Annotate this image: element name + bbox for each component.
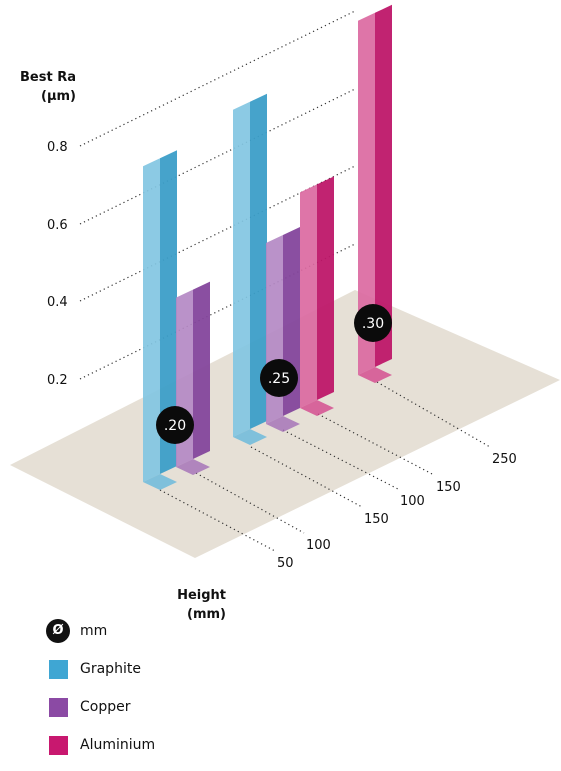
legend-swatch-aluminium <box>49 736 68 755</box>
diameter-badge: .20 <box>156 406 194 444</box>
bar-front-face <box>300 184 317 408</box>
bar-front-face <box>358 12 375 376</box>
x-axis-title-line1: Height <box>177 588 226 603</box>
y-tick-label: 0.8 <box>47 140 68 155</box>
bar-aluminium <box>300 176 334 416</box>
diameter-label: .25 <box>268 371 290 387</box>
x-axis-title: Height (mm) <box>160 586 226 624</box>
bar-aluminium <box>358 4 392 383</box>
bar-front-face <box>143 158 160 483</box>
diameter-label: .30 <box>362 316 384 332</box>
bar-graphite <box>143 150 177 490</box>
x-guide <box>195 472 305 534</box>
diameter-label: .20 <box>164 418 186 434</box>
bar-base <box>176 459 210 475</box>
legend-swatch-copper <box>49 698 68 717</box>
x-tick-label: 250 <box>492 452 517 467</box>
bar-copper <box>176 281 210 475</box>
bar-base <box>143 474 177 490</box>
diameter-icon: Ø <box>46 619 70 643</box>
legend-label-aluminium: Aluminium <box>80 737 156 753</box>
x-tick-label: 100 <box>400 494 425 509</box>
legend-swatch-graphite <box>49 660 68 679</box>
x-tick-label: 150 <box>436 480 461 495</box>
bar-base <box>358 367 392 383</box>
y-axis-title-line1: Best Ra <box>20 70 76 85</box>
bar-front-face <box>233 101 250 437</box>
bar-side-face <box>250 93 267 429</box>
x-axis-title-line2: (mm) <box>187 607 226 622</box>
y-axis-title: Best Ra (µm) <box>10 68 76 106</box>
bar-graphite <box>233 93 267 445</box>
legend-label-diameter: mm <box>80 623 108 639</box>
gridline <box>79 10 356 147</box>
legend-label-copper: Copper <box>80 699 131 715</box>
bar-side-face <box>193 281 210 459</box>
bar-side-face <box>317 176 334 400</box>
bar-side-face <box>375 4 392 368</box>
x-tick-label: 50 <box>277 556 294 571</box>
bar-side-face <box>160 150 177 475</box>
y-tick-label: 0.6 <box>47 218 68 233</box>
diameter-badge: .25 <box>260 359 298 397</box>
diameter-badge: .30 <box>354 304 392 342</box>
x-tick-label: 100 <box>306 538 331 553</box>
bar-base <box>233 429 267 445</box>
bar-base <box>300 400 334 416</box>
y-tick-label: 0.2 <box>47 373 68 388</box>
bar-copper <box>266 227 300 432</box>
y-tick-label: 0.4 <box>47 295 68 310</box>
y-axis-title-line2: (µm) <box>41 89 76 104</box>
x-tick-label: 150 <box>364 512 389 527</box>
legend-label-graphite: Graphite <box>80 661 141 677</box>
gridline <box>79 88 356 225</box>
bar-base <box>266 416 300 432</box>
